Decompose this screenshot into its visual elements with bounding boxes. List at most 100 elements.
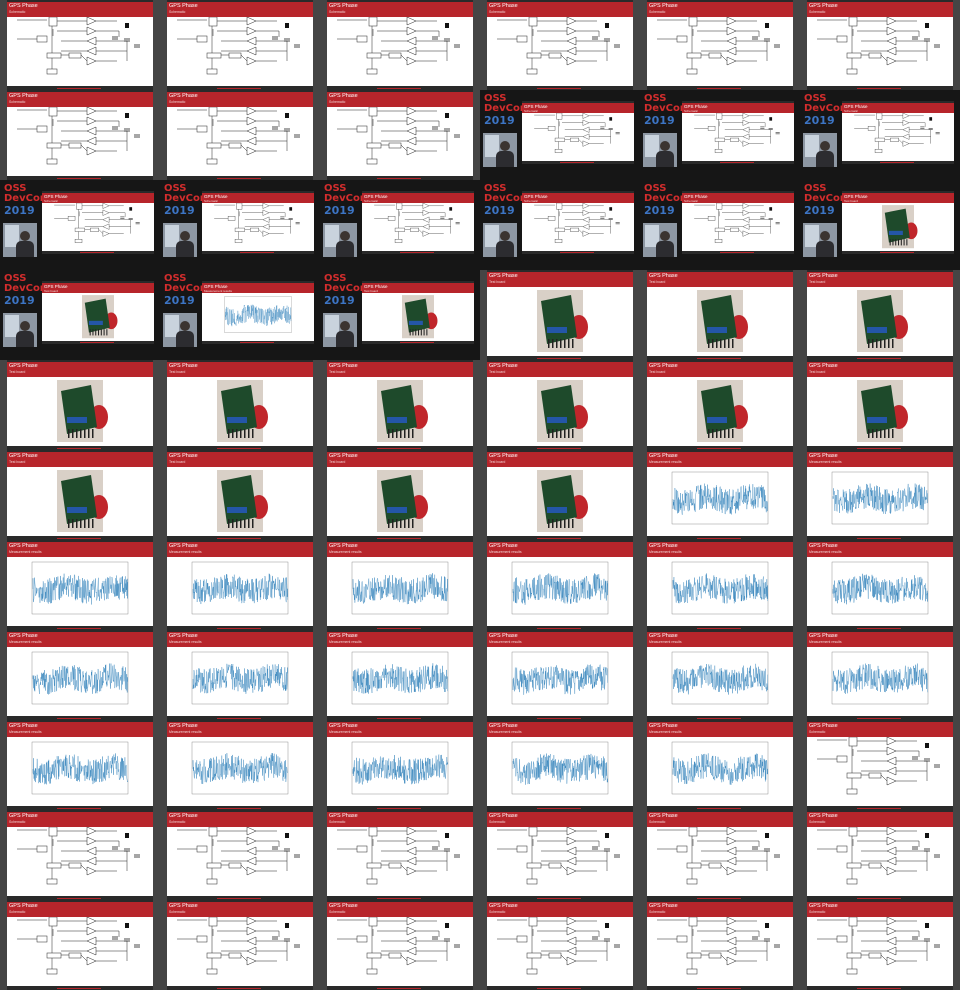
video-frame-thumbnail[interactable]: OSS DevCon 2019 GPS Phase Schematic bbox=[0, 180, 160, 270]
video-frame-thumbnail[interactable]: GPS Phase Measurement results bbox=[160, 540, 320, 630]
video-frame-thumbnail[interactable]: GPS Phase Test board bbox=[480, 450, 640, 540]
measurement-plot bbox=[831, 561, 929, 615]
video-frame-thumbnail[interactable]: OSS DevCon 2019 GPS Phase Test board bbox=[0, 270, 160, 360]
video-frame-thumbnail[interactable]: OSS DevCon 2019 GPS Phase Schematic bbox=[640, 90, 800, 180]
slide-header: GPS Phase Measurement results bbox=[167, 722, 313, 737]
slide-preview: GPS Phase Schematic bbox=[807, 0, 953, 90]
slide-top-bar bbox=[167, 630, 313, 632]
video-frame-thumbnail[interactable]: GPS Phase Schematic bbox=[320, 900, 480, 990]
video-frame-thumbnail[interactable]: GPS Phase Test board bbox=[800, 270, 960, 360]
slide-body bbox=[807, 467, 953, 536]
video-frame-thumbnail[interactable]: GPS Phase Schematic bbox=[480, 0, 640, 90]
schematic-diagram bbox=[337, 916, 460, 975]
video-frame-thumbnail[interactable]: GPS Phase Measurement results bbox=[800, 630, 960, 720]
video-frame-thumbnail[interactable]: OSS DevCon 2019 GPS Phase Test board bbox=[320, 270, 480, 360]
video-frame-thumbnail[interactable]: GPS Phase Test board bbox=[640, 270, 800, 360]
slide-title: GPS Phase bbox=[809, 543, 838, 549]
slide-preview: GPS Phase Test board bbox=[362, 281, 474, 344]
slide-body bbox=[327, 377, 473, 446]
video-frame-thumbnail[interactable]: GPS Phase Schematic bbox=[0, 0, 160, 90]
video-frame-thumbnail[interactable]: GPS Phase Schematic bbox=[480, 900, 640, 990]
slide-title: GPS Phase bbox=[329, 543, 358, 549]
video-frame-thumbnail[interactable]: GPS Phase Measurement results bbox=[800, 540, 960, 630]
slide-subtitle: Test board bbox=[489, 370, 506, 374]
video-frame-thumbnail[interactable]: GPS Phase Test board bbox=[320, 360, 480, 450]
video-frame-thumbnail[interactable]: GPS Phase Schematic bbox=[800, 0, 960, 90]
conference-logo-year: 2019 bbox=[4, 204, 35, 217]
video-frame-thumbnail[interactable]: GPS Phase Schematic bbox=[480, 810, 640, 900]
slide-footer-accent bbox=[560, 161, 594, 163]
schematic-diagram bbox=[17, 16, 140, 75]
video-frame-thumbnail[interactable]: OSS DevCon 2019 GPS Phase Test board bbox=[800, 180, 960, 270]
slide-top-bar bbox=[327, 450, 473, 452]
video-frame-thumbnail[interactable]: GPS Phase Measurement results bbox=[320, 720, 480, 810]
video-frame-thumbnail[interactable]: GPS Phase Schematic bbox=[640, 0, 800, 90]
video-frame-thumbnail[interactable]: GPS Phase Measurement results bbox=[0, 720, 160, 810]
video-frame-thumbnail[interactable]: GPS Phase Schematic bbox=[800, 720, 960, 810]
video-frame-thumbnail[interactable]: OSS DevCon 2019 GPS Phase Schematic bbox=[480, 180, 640, 270]
slide-header: GPS Phase Test board bbox=[327, 452, 473, 467]
video-frame-thumbnail[interactable]: GPS Phase Test board bbox=[800, 360, 960, 450]
video-frame-thumbnail[interactable]: GPS Phase Schematic bbox=[320, 810, 480, 900]
slide-subtitle: Schematic bbox=[809, 820, 826, 824]
slide-body bbox=[167, 916, 313, 986]
schematic-diagram bbox=[534, 202, 620, 243]
slide-body bbox=[327, 106, 473, 176]
video-frame-thumbnail[interactable]: GPS Phase Measurement results bbox=[0, 630, 160, 720]
video-frame-thumbnail[interactable]: GPS Phase Test board bbox=[320, 450, 480, 540]
video-frame-thumbnail[interactable]: GPS Phase Schematic bbox=[640, 810, 800, 900]
board-photo bbox=[57, 380, 108, 442]
slide-subtitle: Schematic bbox=[329, 10, 346, 14]
video-frame-thumbnail[interactable]: GPS Phase Schematic bbox=[0, 900, 160, 990]
video-frame-thumbnail[interactable]: GPS Phase Measurement results bbox=[160, 630, 320, 720]
video-frame-thumbnail[interactable]: OSS DevCon 2019 GPS Phase Schematic bbox=[160, 180, 320, 270]
video-frame-thumbnail[interactable]: GPS Phase Schematic bbox=[0, 90, 160, 180]
speaker-camera bbox=[3, 223, 37, 257]
video-frame-thumbnail[interactable]: GPS Phase Measurement results bbox=[480, 720, 640, 810]
slide-preview: GPS Phase Test board bbox=[7, 450, 153, 540]
video-frame-thumbnail[interactable]: GPS Phase Schematic bbox=[640, 900, 800, 990]
video-frame-thumbnail[interactable]: GPS Phase Measurement results bbox=[640, 630, 800, 720]
video-frame-thumbnail[interactable]: OSS DevCon 2019 GPS Phase Measurement result… bbox=[160, 270, 320, 360]
slide-title: GPS Phase bbox=[9, 93, 38, 99]
video-frame-thumbnail[interactable]: GPS Phase Schematic bbox=[800, 810, 960, 900]
video-frame-thumbnail[interactable]: GPS Phase Measurement results bbox=[320, 630, 480, 720]
speaker-camera bbox=[163, 313, 197, 347]
video-frame-thumbnail[interactable]: GPS Phase Measurement results bbox=[160, 720, 320, 810]
video-frame-thumbnail[interactable]: GPS Phase Test board bbox=[160, 360, 320, 450]
video-frame-thumbnail[interactable]: GPS Phase Schematic bbox=[320, 90, 480, 180]
video-frame-thumbnail[interactable]: GPS Phase Measurement results bbox=[320, 540, 480, 630]
video-frame-thumbnail[interactable]: GPS Phase Schematic bbox=[160, 90, 320, 180]
video-frame-thumbnail[interactable]: GPS Phase Schematic bbox=[320, 0, 480, 90]
video-frame-thumbnail[interactable]: GPS Phase Measurement results bbox=[640, 540, 800, 630]
slide-preview: GPS Phase Test board bbox=[487, 450, 633, 540]
video-frame-thumbnail[interactable]: GPS Phase Test board bbox=[160, 450, 320, 540]
video-frame-thumbnail[interactable]: GPS Phase Test board bbox=[0, 450, 160, 540]
video-frame-thumbnail[interactable]: GPS Phase Test board bbox=[640, 360, 800, 450]
slide-header: GPS Phase Test board bbox=[42, 283, 154, 293]
video-frame-thumbnail[interactable]: GPS Phase Schematic bbox=[800, 900, 960, 990]
slide-footer-accent bbox=[880, 251, 914, 253]
slide-header: GPS Phase Measurement results bbox=[807, 542, 953, 557]
video-frame-thumbnail[interactable]: GPS Phase Schematic bbox=[160, 0, 320, 90]
video-frame-thumbnail[interactable]: OSS DevCon 2019 GPS Phase Schematic bbox=[320, 180, 480, 270]
video-frame-thumbnail[interactable]: GPS Phase Schematic bbox=[160, 900, 320, 990]
video-frame-thumbnail[interactable]: OSS DevCon 2019 GPS Phase Schematic bbox=[640, 180, 800, 270]
video-frame-thumbnail[interactable]: GPS Phase Schematic bbox=[0, 810, 160, 900]
video-frame-thumbnail[interactable]: OSS DevCon 2019 GPS Phase Schematic bbox=[800, 90, 960, 180]
video-frame-thumbnail[interactable]: GPS Phase Measurement results bbox=[800, 450, 960, 540]
slide-footer-accent bbox=[377, 177, 421, 179]
video-frame-thumbnail[interactable]: GPS Phase Measurement results bbox=[0, 540, 160, 630]
video-frame-thumbnail[interactable]: GPS Phase Measurement results bbox=[640, 450, 800, 540]
video-frame-thumbnail[interactable]: GPS Phase Test board bbox=[480, 270, 640, 360]
slide-preview: GPS Phase Measurement results bbox=[167, 630, 313, 720]
video-frame-thumbnail[interactable]: GPS Phase Schematic bbox=[160, 810, 320, 900]
video-frame-thumbnail[interactable]: GPS Phase Measurement results bbox=[640, 720, 800, 810]
conference-logo-line1: OSS bbox=[804, 183, 827, 194]
slide-footer-accent bbox=[560, 251, 594, 253]
video-frame-thumbnail[interactable]: GPS Phase Measurement results bbox=[480, 630, 640, 720]
video-frame-thumbnail[interactable]: GPS Phase Test board bbox=[480, 360, 640, 450]
video-frame-thumbnail[interactable]: OSS DevCon 2019 GPS Phase Schematic bbox=[480, 90, 640, 180]
video-frame-thumbnail[interactable]: GPS Phase Test board bbox=[0, 360, 160, 450]
video-frame-thumbnail[interactable]: GPS Phase Measurement results bbox=[480, 540, 640, 630]
